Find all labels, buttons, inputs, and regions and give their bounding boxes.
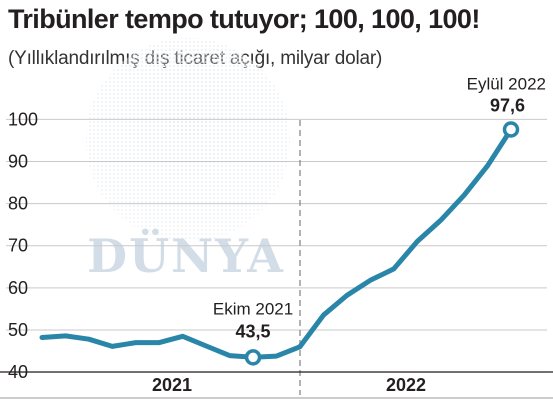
year-label-2021: 2021	[152, 375, 192, 395]
series-line	[39, 127, 514, 360]
watermark-globe-shade	[86, 38, 290, 242]
y-tick-label: 50	[8, 320, 28, 340]
watermark-logo: DÜNYA	[87, 228, 285, 283]
y-tick-label: 80	[8, 194, 28, 214]
annotation-eylul-2022-label: Eylül 2022	[467, 74, 546, 93]
marker-eylul-2022	[502, 121, 520, 138]
chart-title: Tribünler tempo tutuyor; 100, 100, 100!	[8, 4, 480, 34]
marker-ekim-2021	[244, 349, 262, 366]
y-tick-label: 70	[8, 236, 28, 256]
y-tick-label: 90	[8, 151, 28, 171]
annotation-ekim-2021-value: 43,5	[236, 321, 271, 341]
annotation-eylul-2022-value: 97,6	[490, 95, 525, 115]
y-tick-label: 100	[8, 109, 38, 129]
year-label-2022: 2022	[386, 375, 426, 395]
annotation-ekim-2021-label: Ekim 2021	[213, 299, 293, 318]
y-tick-label: 60	[8, 278, 28, 298]
